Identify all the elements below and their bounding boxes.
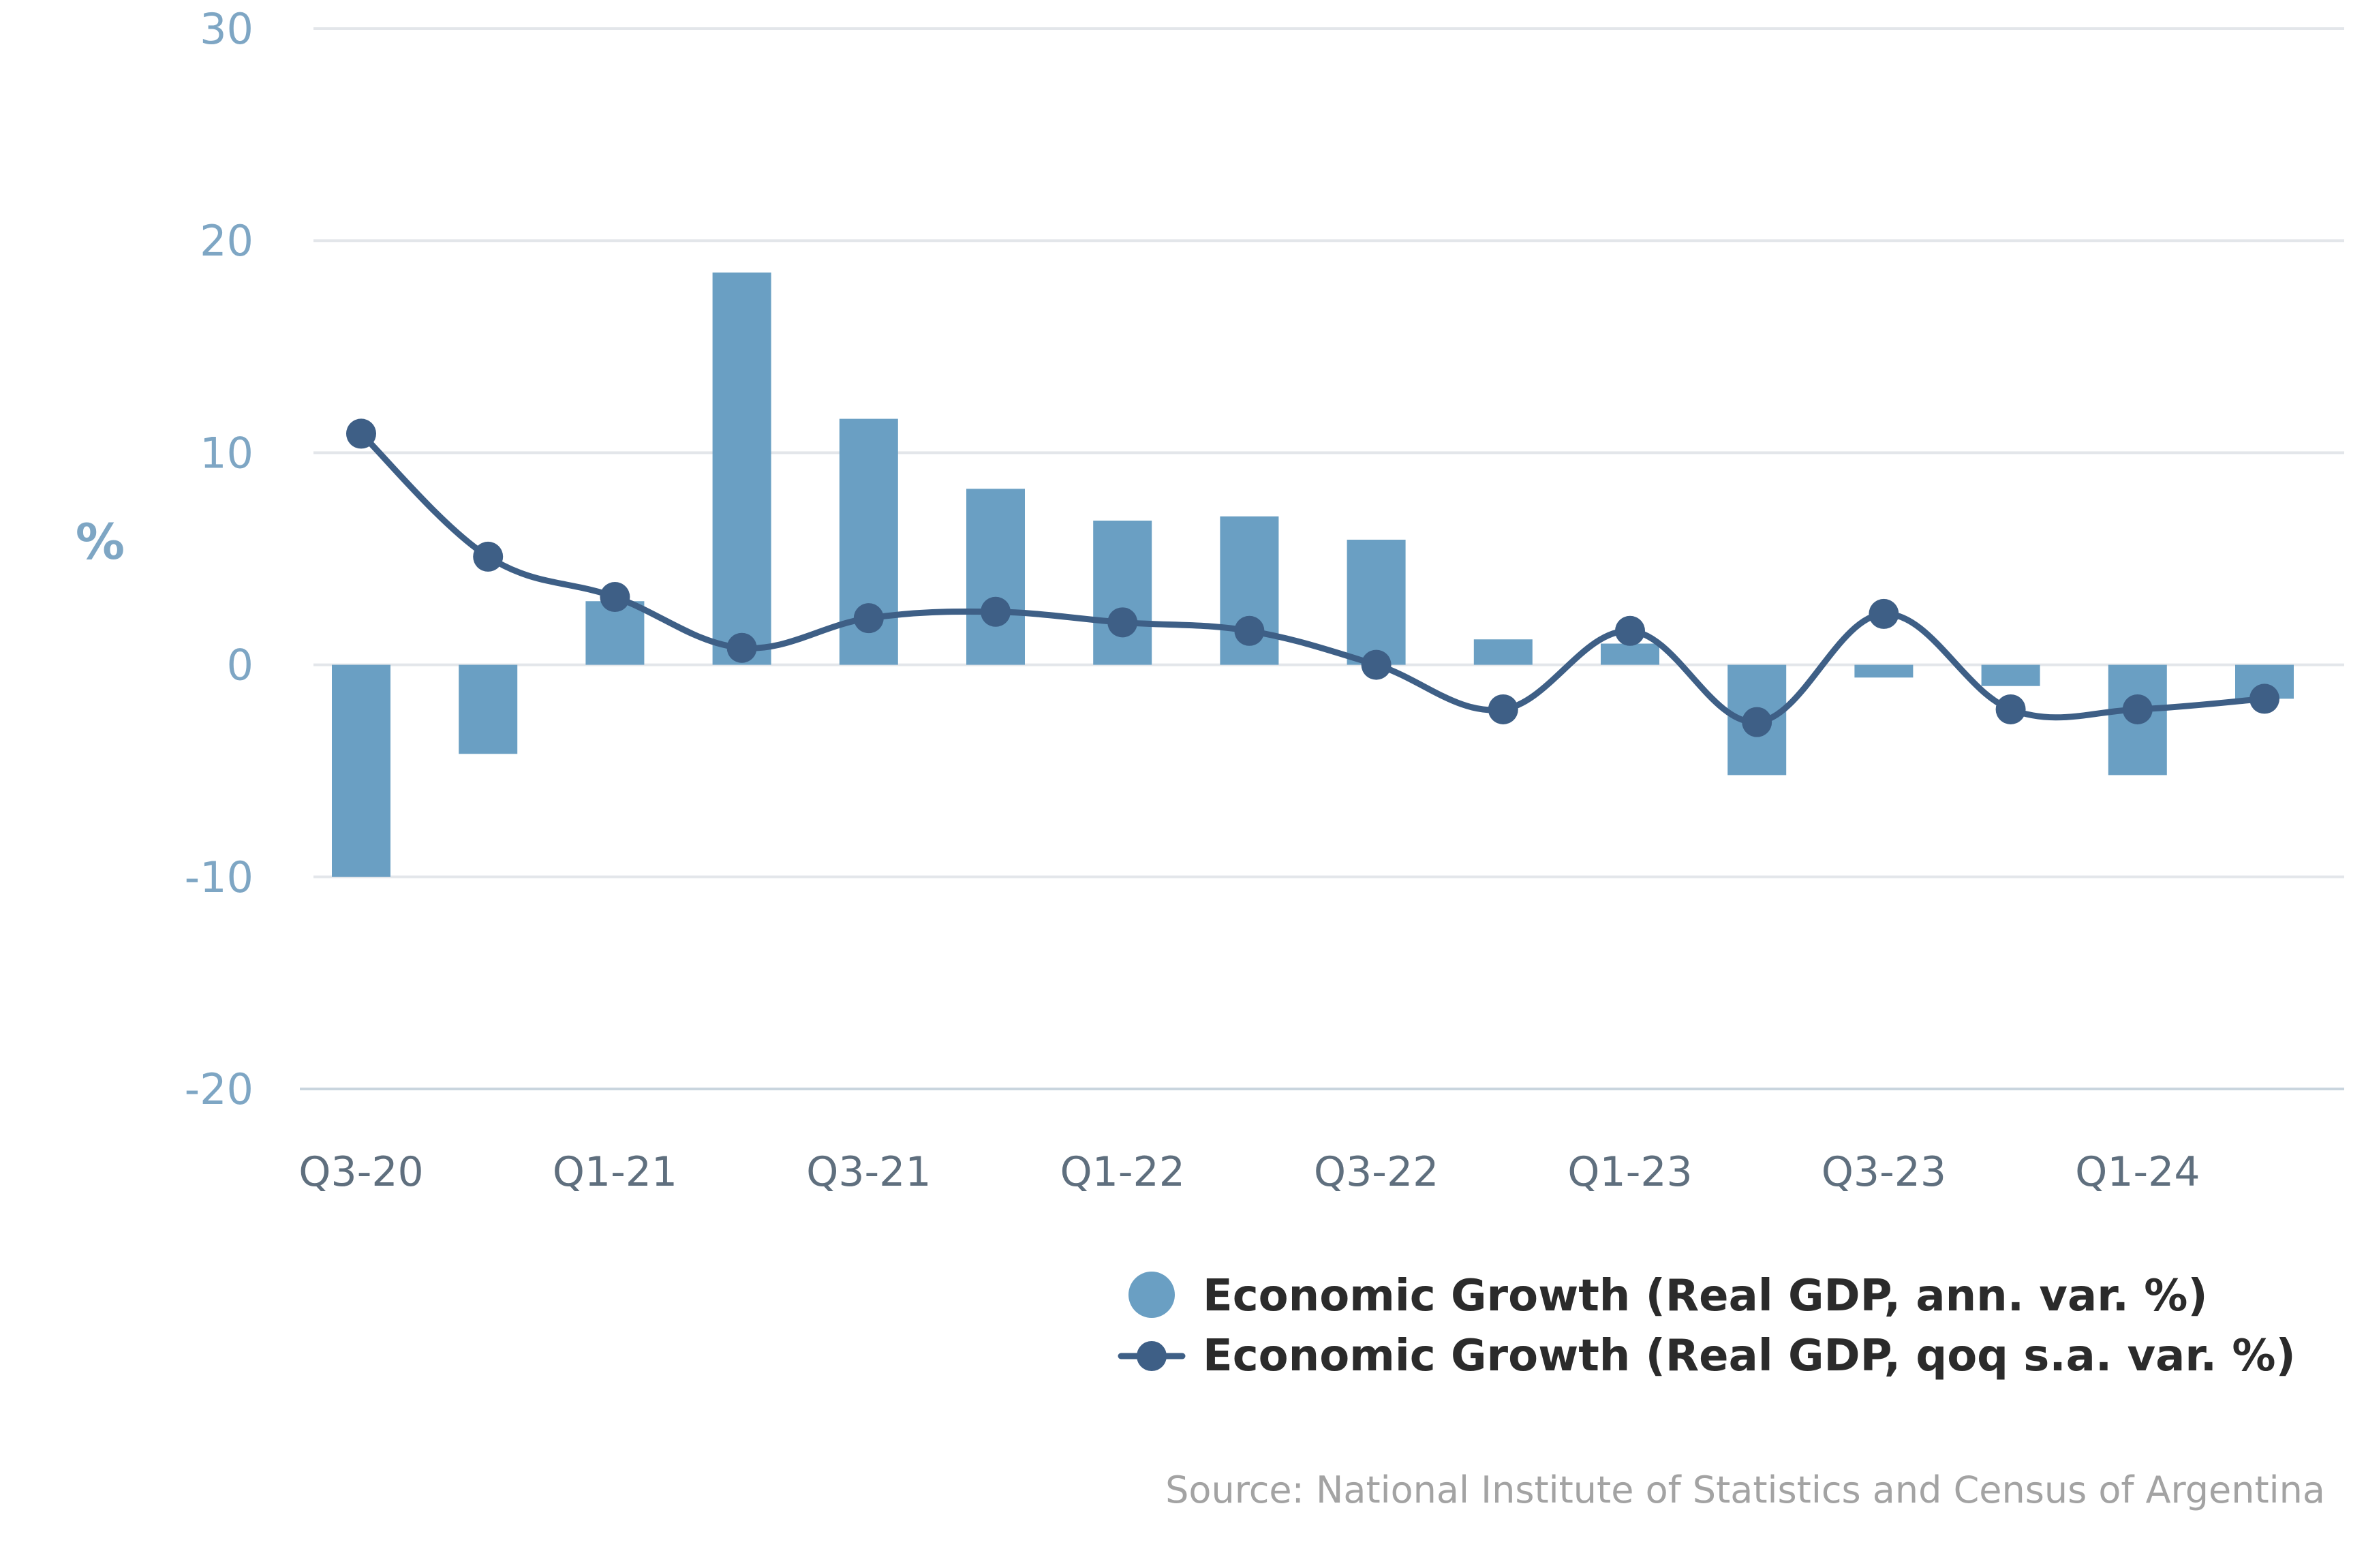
y-tick-label: 0	[227, 641, 253, 690]
gridlines	[300, 27, 2344, 1090]
line-point	[1995, 694, 2026, 724]
bar	[332, 664, 390, 877]
x-tick-label: Q3-22	[1314, 1148, 1439, 1196]
line-point	[1742, 707, 1772, 737]
legend-bar-label: Economic Growth (Real GDP, ann. var. %)	[1203, 1271, 2208, 1321]
y-tick-label: -10	[185, 852, 253, 902]
bar	[966, 489, 1025, 665]
y-tick-label: 10	[200, 428, 253, 478]
line-point	[473, 541, 504, 572]
y-tick-label: 20	[200, 216, 253, 266]
x-tick-label: Q3-21	[806, 1148, 931, 1196]
bar	[1981, 664, 2040, 686]
bar	[459, 664, 518, 754]
line-point	[1107, 607, 1138, 638]
bar	[712, 272, 771, 665]
y-tick-label: -20	[185, 1064, 253, 1114]
x-tick-label: Q1-24	[2075, 1148, 2200, 1196]
bar	[1093, 520, 1152, 665]
x-tick-label: Q3-23	[1822, 1148, 1946, 1196]
line-point	[981, 596, 1011, 627]
line-point	[1488, 694, 1518, 724]
line-path	[358, 431, 2265, 726]
line-series	[346, 418, 2279, 737]
legend-line-marker	[1137, 1341, 1167, 1371]
y-tick-label: 30	[200, 4, 253, 54]
line-point	[1361, 649, 1392, 680]
bar	[1347, 539, 1406, 665]
bar	[1854, 664, 1914, 678]
x-axis-ticks: Q3-20 Q1-21 Q3-21 Q1-22 Q3-22 Q1-23 Q3-23 Q1-24	[298, 1148, 2200, 1196]
x-tick-label: Q3-20	[298, 1148, 423, 1196]
line-point	[600, 582, 630, 613]
line-point	[346, 418, 376, 449]
line-point	[1234, 615, 1265, 646]
legend: Economic Growth (Real GDP, ann. var. %) …	[1118, 1271, 2296, 1381]
legend-bar-swatch	[1128, 1272, 1175, 1318]
line-point	[2122, 694, 2153, 724]
source-note: Source: National Institute of Statistics…	[1165, 1469, 2325, 1511]
x-tick-label: Q1-22	[1060, 1148, 1184, 1196]
y-axis-label: %	[76, 513, 125, 570]
bar	[1473, 639, 1533, 665]
line-point	[726, 632, 757, 663]
y-axis-ticks: 30 20 10 0 -10 -20	[185, 4, 253, 1114]
x-tick-label: Q1-23	[1567, 1148, 1692, 1196]
bar	[1601, 643, 1659, 665]
legend-line-label: Economic Growth (Real GDP, qoq s.a. var.…	[1203, 1331, 2296, 1381]
bar-series	[332, 272, 2294, 877]
line-point	[853, 603, 884, 634]
line-point	[1615, 615, 1645, 646]
x-tick-label: Q1-21	[553, 1148, 677, 1196]
line-point	[1869, 598, 1899, 629]
line-point	[2249, 683, 2279, 714]
